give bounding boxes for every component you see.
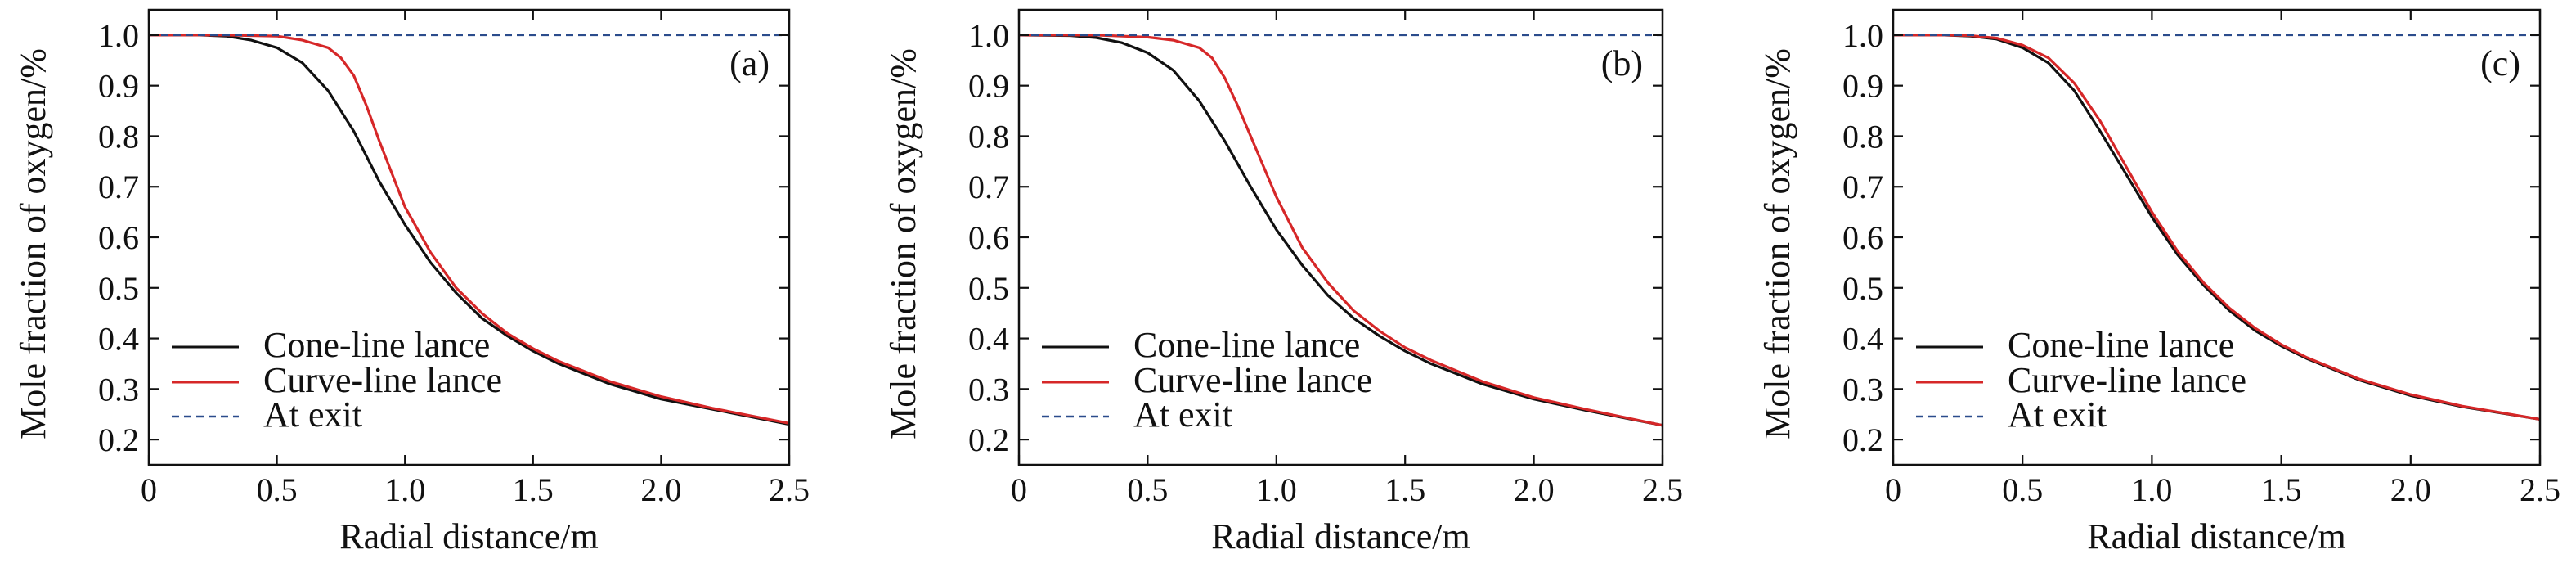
y-tick-label: 0.8 (1842, 118, 1883, 155)
chart-panel-b: 0 0.5 1.0 1.5 2.0 2.5 0.2 0.3 0.4 0.5 0.6 0.7 0.8 0.9… (883, 8, 1683, 556)
series-line-cone (149, 34, 790, 426)
y-tick-label: 0.4 (1842, 321, 1883, 358)
y-tick-label: 0.3 (98, 371, 139, 408)
x-tick-label: 2.0 (640, 471, 681, 508)
y-tick-label: 0.8 (968, 118, 1009, 155)
chart-panel-c: 0 0.5 1.0 1.5 2.0 2.5 0.2 0.3 0.4 0.5 0.6 0.7 0.8 0.9… (1757, 8, 2560, 556)
x-tick-label: 1.0 (384, 471, 425, 508)
y-tick-label: 0.5 (98, 270, 139, 307)
y-tick-label: 0.6 (98, 219, 139, 256)
y-tick-label: 0.2 (968, 421, 1009, 458)
y-tick-label: 0.7 (968, 169, 1009, 205)
legend-label: Curve-line lance (1133, 360, 1372, 400)
x-tick-label: 0.5 (2002, 471, 2043, 508)
legend-label: At exit (263, 394, 362, 435)
x-tick-label: 2.5 (1642, 471, 1683, 508)
y-tick-label: 0.3 (1842, 371, 1883, 408)
x-tick-label: 1.5 (513, 471, 554, 508)
legend-label: At exit (1133, 394, 1232, 435)
y-tick-label: 0.7 (1842, 169, 1883, 205)
x-axis-label: Radial distance/m (339, 516, 598, 556)
legend-label: Curve-line lance (263, 360, 502, 400)
y-tick-label: 0.4 (98, 321, 139, 358)
y-axis-label: Mole fraction of oxygen/% (1757, 48, 1797, 439)
series-line-curve (1019, 34, 1663, 427)
chart-panel-a: 0 0.5 1.0 1.5 2.0 2.5 0.2 0.3 0.4 0.5 0.6 0.7 0.8 0.9… (13, 8, 810, 556)
x-axis-label: Radial distance/m (2087, 516, 2345, 556)
x-tick-label: 0 (1885, 471, 1901, 508)
y-tick-label: 0.6 (968, 219, 1009, 256)
y-tick-label: 0.5 (1842, 270, 1883, 307)
x-tick-label: 2.0 (1514, 471, 1555, 508)
x-tick-label: 0 (141, 471, 157, 508)
panel-label: (c) (2480, 43, 2520, 83)
legend-label: Cone-line lance (1133, 325, 1360, 365)
y-tick-label: 1.0 (1842, 17, 1883, 54)
panel-label: (a) (729, 43, 770, 83)
x-tick-label: 1.5 (1384, 471, 1425, 508)
y-tick-label: 0.9 (968, 68, 1009, 105)
series-line-cone (1018, 34, 1663, 427)
legend-label: Curve-line lance (2008, 360, 2246, 400)
x-tick-label: 1.5 (2261, 471, 2302, 508)
y-tick-label: 0.8 (98, 118, 139, 155)
y-tick-label: 0.7 (98, 169, 139, 205)
y-tick-label: 1.0 (968, 17, 1009, 54)
x-tick-label: 2.5 (2520, 471, 2560, 508)
x-tick-label: 0 (1011, 471, 1027, 508)
x-tick-label: 0.5 (257, 471, 298, 508)
y-tick-label: 0.9 (98, 68, 139, 105)
y-axis-label: Mole fraction of oxygen/% (13, 48, 53, 439)
y-tick-label: 0.4 (968, 321, 1009, 358)
y-tick-label: 0.2 (1842, 421, 1883, 458)
panel-label: (b) (1601, 43, 1643, 83)
series-line-curve (149, 34, 790, 425)
y-tick-label: 0.6 (1842, 219, 1883, 256)
legend-label: Cone-line lance (2008, 325, 2234, 365)
series-line-curve (1893, 34, 2541, 421)
y-tick-label: 0.5 (968, 270, 1009, 307)
x-axis-label: Radial distance/m (1211, 516, 1470, 556)
x-tick-label: 1.0 (1256, 471, 1297, 508)
y-axis-label: Mole fraction of oxygen/% (883, 48, 923, 439)
y-tick-label: 0.2 (98, 421, 139, 458)
legend-label: Cone-line lance (263, 325, 490, 365)
x-tick-label: 0.5 (1127, 471, 1168, 508)
y-tick-label: 0.9 (1842, 68, 1883, 105)
x-tick-label: 1.0 (2131, 471, 2172, 508)
legend-label: At exit (2008, 394, 2107, 435)
y-tick-label: 1.0 (98, 17, 139, 54)
y-tick-label: 0.3 (968, 371, 1009, 408)
x-tick-label: 2.0 (2390, 471, 2431, 508)
x-tick-label: 2.5 (769, 471, 810, 508)
